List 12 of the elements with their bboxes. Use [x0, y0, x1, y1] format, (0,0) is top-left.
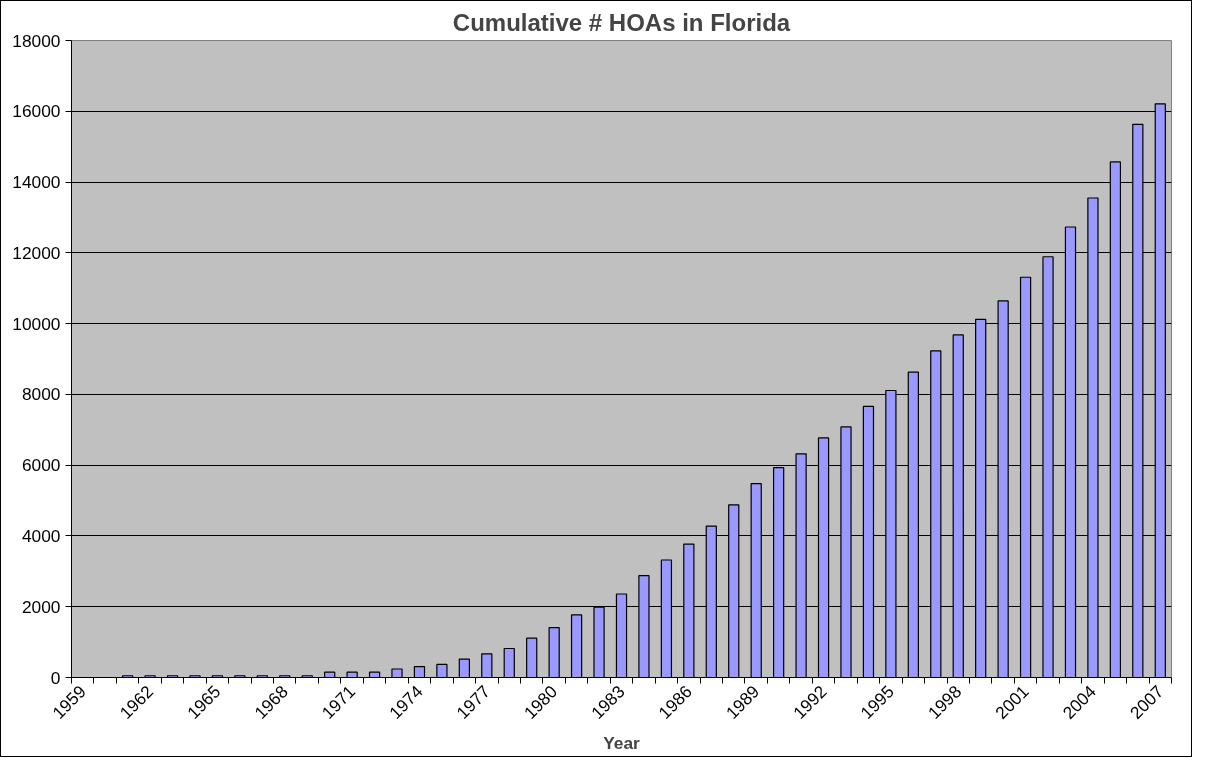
y-tick-label: 6000 [21, 455, 61, 476]
y-tick-label: 4000 [21, 525, 61, 546]
y-tick-label: 16000 [12, 101, 61, 122]
chart-title: Cumulative # HOAs in Florida [452, 8, 791, 36]
x-axis-title: Year [603, 733, 641, 754]
y-tick-label: 18000 [12, 30, 61, 51]
y-tick-label: 14000 [12, 172, 61, 193]
y-tick-label: 0 [50, 667, 61, 688]
y-tick-label: 8000 [21, 384, 61, 405]
y-tick-label: 10000 [12, 313, 61, 334]
y-tick-label: 2000 [21, 596, 61, 617]
y-tick-label: 12000 [12, 242, 61, 263]
